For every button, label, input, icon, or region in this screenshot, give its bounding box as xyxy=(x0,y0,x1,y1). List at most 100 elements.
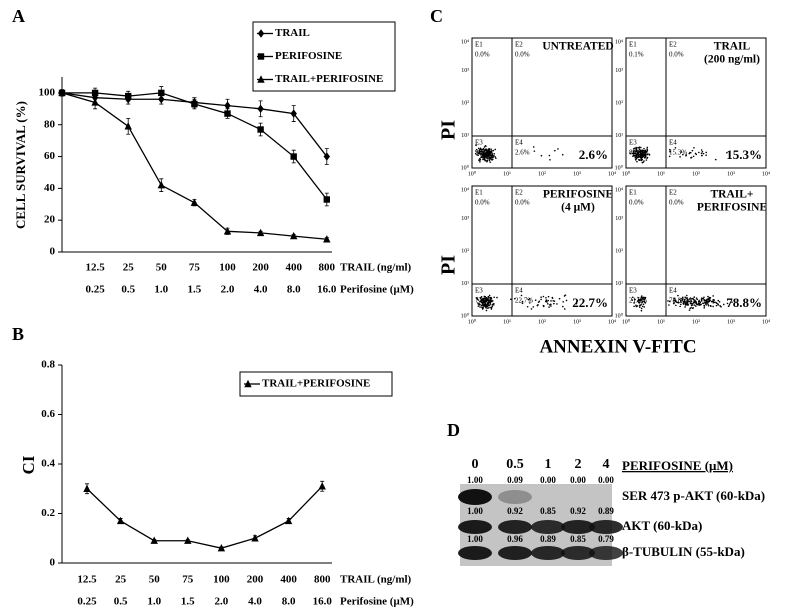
event-dot xyxy=(646,156,649,159)
event-dot xyxy=(690,299,692,301)
marker xyxy=(223,227,232,235)
quadrant-name: E2 xyxy=(515,41,523,49)
x-row-label: TRAIL (ng/ml) xyxy=(340,262,412,274)
plot-title: UNTREATED xyxy=(542,41,613,53)
event-dot xyxy=(708,296,711,299)
event-dot xyxy=(712,305,714,308)
marker xyxy=(190,198,199,206)
band-ratio: 0.96 xyxy=(507,534,523,544)
x-tick-label: 25 xyxy=(123,262,135,274)
event-dot xyxy=(631,296,634,299)
plot-title: PERIFOSINE xyxy=(697,202,768,214)
event-dot xyxy=(492,304,495,306)
event-dot xyxy=(712,301,715,304)
event-dot xyxy=(494,156,497,158)
x-row-label: Perifosine (μM) xyxy=(340,596,414,608)
event-dot xyxy=(486,150,488,152)
event-dot xyxy=(484,153,487,156)
x-tick-label: 75 xyxy=(189,262,201,274)
event-dot xyxy=(484,305,486,308)
event-dot xyxy=(493,302,495,305)
event-dot xyxy=(638,304,641,307)
event-dot xyxy=(475,296,478,299)
event-dot xyxy=(563,295,566,297)
quadrant-name: E1 xyxy=(629,41,637,49)
event-dot xyxy=(491,153,494,155)
event-dot xyxy=(701,154,703,157)
blot-band xyxy=(589,546,623,560)
event-dot xyxy=(641,149,644,152)
event-dot xyxy=(534,299,537,301)
event-dot xyxy=(530,308,533,310)
event-dot xyxy=(667,300,669,302)
y-tick-label: 80 xyxy=(44,118,56,130)
event-dot xyxy=(642,149,645,152)
event-dot xyxy=(637,158,640,161)
quadrant-percent: 0.1% xyxy=(629,51,644,59)
x-tick-label: 10⁰ xyxy=(468,318,477,325)
event-dot xyxy=(565,299,568,302)
event-dot xyxy=(481,307,484,310)
quadrant-percent: 77.3% xyxy=(475,297,493,305)
event-dot xyxy=(486,303,489,306)
event-dot xyxy=(693,147,695,149)
event-dot xyxy=(484,144,487,147)
dose-label: 1 xyxy=(545,457,552,472)
event-dot xyxy=(704,301,706,304)
band-ratio: 0.00 xyxy=(570,475,586,485)
event-dot xyxy=(638,156,641,158)
event-dot xyxy=(673,302,675,304)
event-dot xyxy=(644,297,647,300)
event-dot xyxy=(521,302,524,305)
marker xyxy=(256,228,265,237)
plot-title: (4 μM) xyxy=(561,202,595,214)
event-dot xyxy=(479,154,482,156)
event-dot xyxy=(702,302,705,305)
event-dot xyxy=(542,304,545,307)
event-dot xyxy=(701,150,704,153)
event-dot xyxy=(495,157,497,160)
quadrant-percent: 0.0% xyxy=(475,51,490,59)
x-tick-label: 400 xyxy=(285,262,302,274)
event-dot xyxy=(488,154,491,157)
marker xyxy=(257,104,264,114)
event-dot xyxy=(642,161,645,163)
marker xyxy=(323,152,330,161)
event-dot xyxy=(483,301,486,303)
event-dot xyxy=(482,158,484,161)
quadrant-name: E1 xyxy=(475,41,483,49)
event-dot xyxy=(491,150,493,152)
event-dot xyxy=(635,148,638,150)
event-dot xyxy=(703,305,706,307)
x-tick-label: 10¹ xyxy=(503,319,511,325)
event-dot xyxy=(690,304,693,307)
event-dot xyxy=(475,144,477,147)
event-dot xyxy=(646,146,649,149)
y-axis-label: CELL SURVIVAL (%) xyxy=(13,101,28,229)
event-dot xyxy=(484,303,487,306)
header-label: PERIFOSINE (μM) xyxy=(622,458,733,473)
marker xyxy=(290,231,298,240)
event-dot xyxy=(540,298,542,301)
band-ratio: 0.00 xyxy=(598,475,614,485)
event-dot xyxy=(692,307,694,310)
band-ratio: 0.85 xyxy=(540,506,556,516)
event-dot xyxy=(490,306,493,309)
x-tick-label: 8.0 xyxy=(282,596,296,608)
event-dot xyxy=(528,297,531,300)
y-axis-label: CI xyxy=(19,455,38,474)
x-tick-label: 10⁰ xyxy=(468,170,477,177)
event-dot xyxy=(488,294,491,297)
quadrant-name: E3 xyxy=(475,139,483,147)
event-dot xyxy=(731,301,733,303)
quadrant-name: E4 xyxy=(669,139,677,147)
event-dot xyxy=(675,304,677,307)
event-dot xyxy=(640,296,643,298)
event-dot xyxy=(529,302,531,304)
event-dot xyxy=(494,148,497,151)
event-dot xyxy=(639,154,642,157)
event-dot xyxy=(693,296,696,298)
event-dot xyxy=(481,298,483,301)
summary-percent: 78.8% xyxy=(726,295,762,310)
band-ratio: 1.00 xyxy=(467,475,483,485)
